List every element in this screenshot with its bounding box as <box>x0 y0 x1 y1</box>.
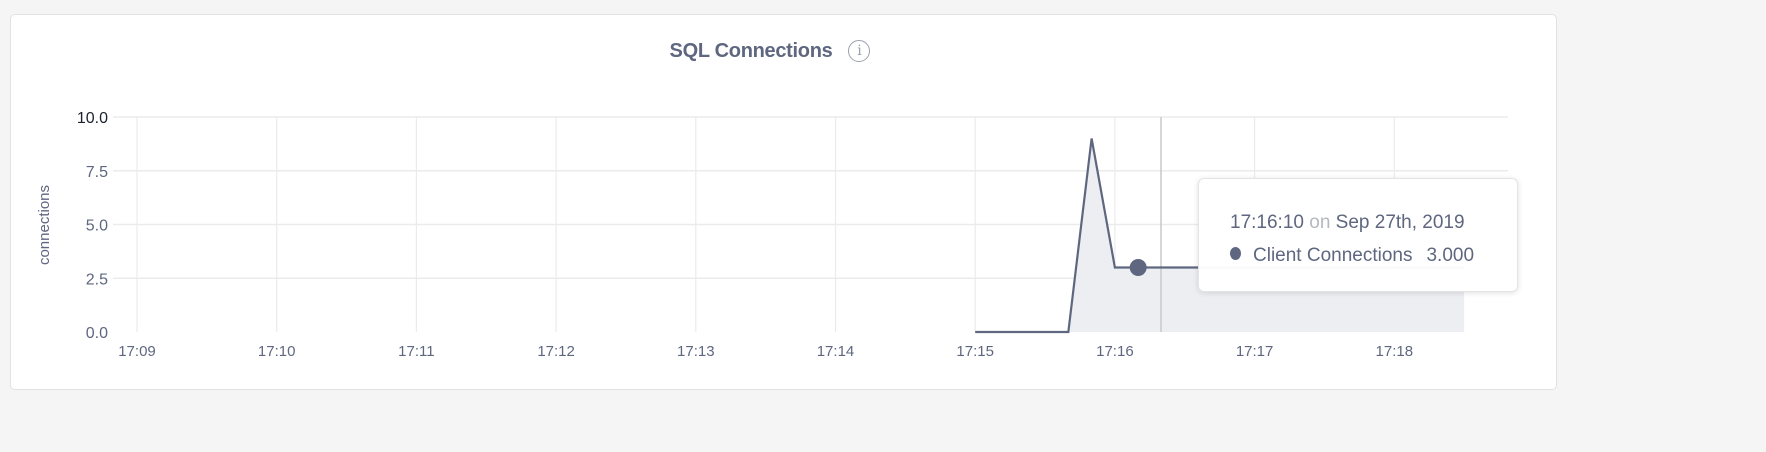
tooltip-on: on <box>1309 212 1331 233</box>
info-icon[interactable]: i <box>848 39 871 62</box>
y-tick-label: 0.0 <box>86 325 108 342</box>
x-tick-label: 17:16 <box>1096 343 1134 360</box>
x-tick-label: 17:14 <box>817 343 855 360</box>
x-tick-label: 17:12 <box>537 343 575 360</box>
x-tick-label: 17:17 <box>1236 343 1274 360</box>
chart-title: SQL Connections <box>669 40 833 62</box>
y-tick-label: 5.0 <box>86 218 108 235</box>
chart-tooltip: 17:16:10 on Sep 27th, 2019 Client Connec… <box>1198 178 1518 292</box>
y-axis-label: connections <box>36 185 53 265</box>
y-tick-label: 10.0 <box>77 110 108 127</box>
tooltip-value: 3.000 <box>1426 245 1475 266</box>
series-dot-icon <box>1230 247 1241 261</box>
x-tick-label: 17:18 <box>1376 343 1414 360</box>
x-tick-label: 17:13 <box>677 343 715 360</box>
x-tick-label: 17:10 <box>258 343 296 360</box>
chart-header: SQL Connections i <box>10 39 1530 64</box>
x-tick-label: 17:09 <box>118 343 156 360</box>
hover-point-marker <box>1129 259 1147 276</box>
tooltip-series-label: Client Connections <box>1253 245 1413 266</box>
x-tick-label: 17:11 <box>398 343 434 360</box>
y-tick-label: 7.5 <box>86 164 108 181</box>
tooltip-header: 17:16:10 on Sep 27th, 2019 <box>1230 212 1465 234</box>
tooltip-series-row: Client Connections 3.000 <box>1230 245 1474 267</box>
tooltip-time: 17:16:10 <box>1230 212 1304 233</box>
tooltip-date: Sep 27th, 2019 <box>1335 212 1465 233</box>
y-tick-label: 2.5 <box>86 271 108 288</box>
x-tick-label: 17:15 <box>956 343 994 360</box>
